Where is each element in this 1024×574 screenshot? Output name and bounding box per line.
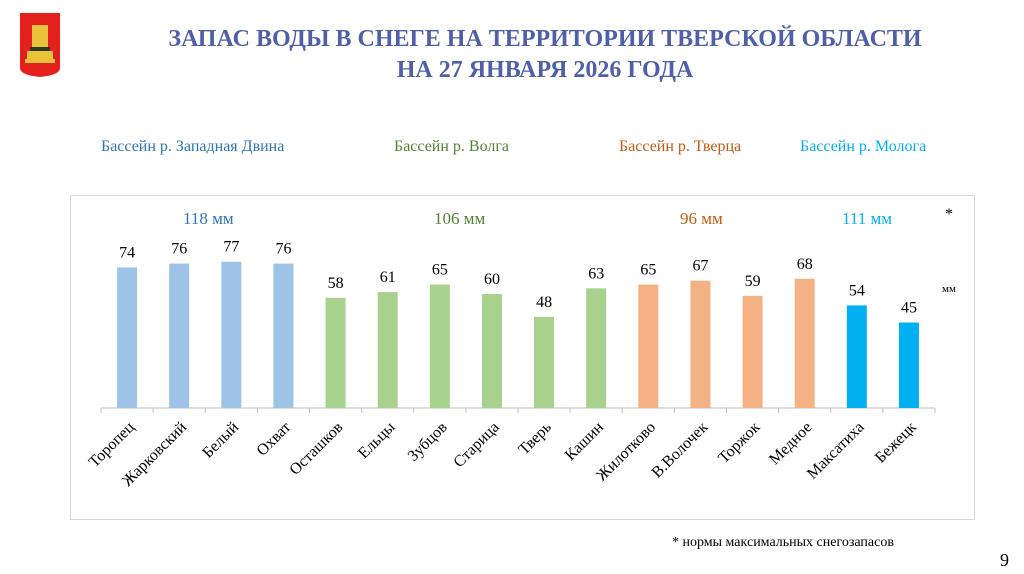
bar — [429, 284, 450, 408]
category-label: Кашин — [562, 419, 608, 465]
data-label: 61 — [380, 269, 396, 286]
data-label: 68 — [797, 256, 813, 273]
title-line-2: НА 27 ЯНВАРЯ 2026 ГОДА — [396, 57, 694, 83]
bar — [898, 322, 919, 408]
category-label: Торжок — [715, 419, 763, 467]
page-number: 9 — [1000, 550, 1009, 570]
data-label: 63 — [588, 265, 604, 282]
category-label: Белый — [199, 419, 242, 462]
norm-asterisk: * — [945, 206, 953, 223]
data-label: 65 — [432, 262, 448, 279]
basin-label-mologa: Бассейн р. Молога — [800, 138, 927, 155]
norm-zapadnaya-dvina: 118 мм — [183, 209, 234, 228]
data-label: 59 — [745, 273, 761, 290]
data-label: 60 — [484, 271, 500, 288]
bar — [638, 284, 659, 408]
category-label: Осташков — [286, 418, 346, 478]
data-label: 76 — [275, 241, 291, 258]
data-label: 58 — [328, 275, 344, 292]
data-label: 54 — [849, 282, 865, 299]
data-label: 76 — [171, 241, 187, 258]
bar — [586, 288, 607, 408]
basin-label-volga: Бассейн р. Волга — [394, 138, 510, 155]
norm-volga: 106 мм — [434, 209, 486, 228]
category-label: Максатиха — [804, 419, 868, 483]
bar — [221, 261, 242, 408]
data-label: 65 — [640, 262, 656, 279]
data-label: 45 — [901, 300, 917, 317]
data-label: 77 — [223, 239, 239, 256]
data-label: 74 — [119, 244, 135, 261]
bar — [273, 263, 294, 408]
norm-mologa: 111 мм — [842, 209, 893, 228]
bar — [377, 292, 398, 408]
bar — [534, 316, 555, 408]
category-label: В.Волочек — [649, 419, 712, 482]
bar — [690, 280, 711, 408]
category-label: Тверь — [515, 419, 554, 458]
category-label: Охват — [254, 419, 295, 460]
footnote: * нормы максимальных снегозапасов — [672, 535, 894, 550]
norm-tvertsa: 96 мм — [680, 209, 723, 228]
title-line-1: ЗАПАС ВОДЫ В СНЕГЕ НА ТЕРРИТОРИИ ТВЕРСКО… — [168, 26, 922, 52]
tver-emblem — [20, 13, 60, 77]
basin-label-tvertsa: Бассейн р. Тверца — [619, 138, 742, 155]
category-label: Бежецк — [872, 419, 920, 467]
category-label: Торопец — [86, 418, 138, 470]
data-label: 67 — [692, 258, 708, 275]
data-label: 48 — [536, 294, 552, 311]
page-title: ЗАПАС ВОДЫ В СНЕГЕ НА ТЕРРИТОРИИ ТВЕРСКО… — [120, 24, 970, 86]
bar — [325, 297, 346, 408]
bar — [117, 267, 138, 408]
bar — [794, 278, 815, 408]
bar — [169, 263, 190, 408]
category-label: Ельцы — [355, 419, 399, 463]
bar — [846, 305, 867, 408]
bar — [742, 295, 763, 408]
category-label: Медное — [766, 419, 815, 468]
category-label: Зубцов — [405, 418, 451, 464]
chart-frame — [70, 195, 975, 520]
basin-label-zapadnaya-dvina: Бассейн р. Западная Двина — [101, 138, 285, 155]
category-label: Старица — [450, 419, 502, 471]
unit-label: мм — [942, 283, 956, 295]
bar — [481, 294, 502, 408]
